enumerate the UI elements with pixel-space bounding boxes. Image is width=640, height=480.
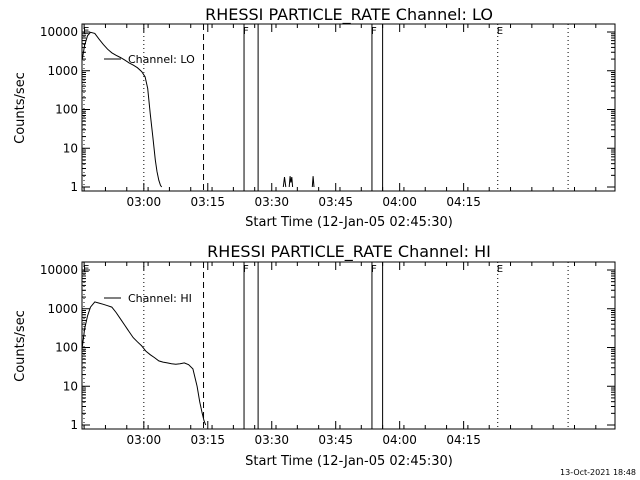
series-line (81, 301, 207, 426)
x-tick-label: 04:15 (446, 195, 481, 209)
y-tick-label: 1000 (47, 302, 78, 316)
event-marker-label: E (83, 264, 89, 275)
x-axis-label: Start Time (12-Jan-05 02:45:30) (245, 215, 453, 230)
y-tick-label: 1 (70, 418, 78, 432)
x-tick-label: 03:00 (127, 433, 162, 447)
x-tick-label: 03:30 (254, 195, 289, 209)
y-axis-label: Counts/sec (13, 310, 28, 382)
x-tick-label: 03:45 (318, 433, 353, 447)
event-marker-label: F (371, 26, 377, 37)
y-tick-label: 10 (63, 379, 78, 393)
series-burst (288, 176, 294, 188)
plot-frame (81, 23, 616, 192)
x-axis-label: Start Time (12-Jan-05 02:45:30) (245, 454, 453, 469)
x-tick-label: 03:15 (190, 195, 225, 209)
x-tick-label: 04:00 (382, 433, 417, 447)
x-tick-label: 03:45 (318, 195, 353, 209)
x-tick-label: 04:00 (382, 195, 417, 209)
event-marker-label: F (371, 264, 377, 275)
y-tick-label: 10 (63, 141, 78, 155)
x-tick-label: 03:15 (190, 433, 225, 447)
x-tick-label: 03:00 (127, 195, 162, 209)
legend-label: Channel: HI (128, 292, 192, 305)
event-marker-label: F (243, 26, 249, 37)
y-axis-label: Counts/sec (13, 72, 28, 144)
y-tick-label: 10000 (40, 25, 78, 39)
legend-label: Channel: LO (128, 53, 195, 66)
event-marker-label: E (83, 26, 89, 37)
y-tick-label: 1000 (47, 64, 78, 78)
series-burst (282, 177, 287, 188)
series-burst (311, 176, 315, 188)
chart-title: RHESSI PARTICLE_RATE Channel: HI (207, 242, 491, 262)
event-marker-label: E (497, 264, 503, 275)
timestamp-footer: 13-Oct-2021 18:48 (560, 468, 636, 477)
x-tick-label: 04:15 (446, 433, 481, 447)
event-marker-label: E (497, 26, 503, 37)
y-tick-label: 10000 (40, 263, 78, 277)
x-tick-label: 03:30 (254, 433, 289, 447)
y-tick-label: 100 (55, 103, 78, 117)
chart-title: RHESSI PARTICLE_RATE Channel: LO (205, 5, 493, 25)
y-tick-label: 100 (55, 341, 78, 355)
chart-panel-lo: RHESSI PARTICLE_RATE Channel: LO Counts/… (13, 5, 616, 230)
y-tick-label: 1 (70, 180, 78, 194)
event-marker-label: F (243, 264, 249, 275)
series-line (81, 31, 163, 188)
plot-frame (81, 261, 616, 430)
chart-panel-hi: RHESSI PARTICLE_RATE Channel: HI Counts/… (13, 242, 616, 469)
